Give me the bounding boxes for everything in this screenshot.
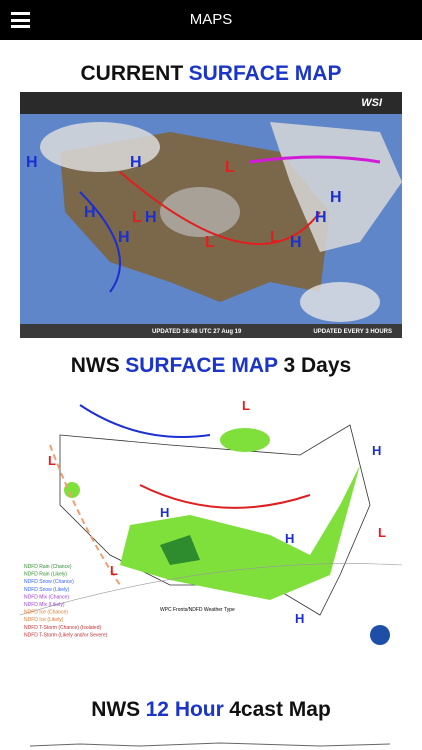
top-bar: MAPS	[0, 0, 422, 40]
title-accent: SURFACE MAP	[125, 354, 279, 377]
pressure-center: H	[285, 531, 294, 546]
pressure-center: L	[242, 398, 250, 413]
legend-entry: NDFD Rain (Chance)	[24, 564, 72, 570]
pressure-center: L	[378, 525, 386, 540]
map-label: WPC Fronts/NDFD Weather Type	[160, 607, 235, 613]
map-label: WSI	[361, 97, 383, 109]
pressure-center: L	[48, 453, 56, 468]
map-label: UPDATED EVERY 3 HOURS	[313, 329, 392, 335]
legend-entry: NDFD Mix (Likely)	[24, 602, 65, 608]
title-accent: SURFACE MAP	[188, 62, 342, 85]
title-text: NWS	[91, 698, 141, 721]
title-accent: 12 Hour	[145, 698, 224, 721]
pressure-center: L	[110, 563, 118, 578]
title-text: 3 Days	[283, 354, 352, 377]
screen-title: MAPS	[189, 11, 233, 28]
legend-entry: NDFD T-Storm (Likely and/or Severe)	[24, 632, 108, 638]
pressure-center: L	[132, 209, 142, 226]
legend-entry: NDFD Snow (Likely)	[24, 587, 70, 593]
pressure-center: H	[295, 611, 304, 626]
pressure-center: H	[330, 189, 342, 206]
surface-map-image[interactable]: WSI UPDATED 16:48 UTC 27 Aug 19 UPDATED EV…	[20, 92, 402, 338]
legend-entry: NDFD Rain (Likely)	[24, 572, 67, 578]
section-title: NWS 12 Hour 4cast Map	[0, 698, 422, 722]
legend-entry: NDFD Ice (Likely)	[24, 617, 64, 623]
legend-entry: NDFD Mix (Chance)	[24, 594, 69, 600]
pressure-center: L	[205, 234, 215, 251]
pressure-center: H	[315, 209, 327, 226]
legend-entry: NDFD T-Storm (Chance) (Isolated)	[24, 625, 101, 631]
section-title: NWS SURFACE MAP 3 Days	[0, 354, 422, 378]
legend-entry: NDFD Ice (Chance)	[24, 610, 68, 616]
legend-entry: NDFD Snow (Chance)	[24, 579, 74, 585]
pressure-center: H	[290, 234, 302, 251]
title-text: 4cast Map	[229, 698, 331, 721]
pressure-center: H	[160, 505, 169, 520]
forecast-map-image[interactable]	[20, 740, 402, 750]
title-text: NWS	[70, 354, 120, 377]
map-label: UPDATED 16:48 UTC 27 Aug 19	[152, 329, 242, 335]
nws-map-image[interactable]: WPC Fronts/NDFD Weather Type NDFD Rain (C…	[20, 385, 402, 650]
pressure-center: H	[145, 209, 157, 226]
pressure-center: H	[130, 154, 142, 171]
pressure-center: H	[372, 443, 381, 458]
pressure-center: L	[270, 229, 280, 246]
pressure-center: H	[26, 154, 38, 171]
pressure-center: H	[84, 204, 96, 221]
pressure-center: H	[118, 229, 130, 246]
title-text: CURRENT	[80, 62, 184, 85]
menu-button[interactable]	[11, 12, 30, 28]
section-title: CURRENT SURFACE MAP	[0, 62, 422, 86]
pressure-center: L	[225, 159, 235, 176]
